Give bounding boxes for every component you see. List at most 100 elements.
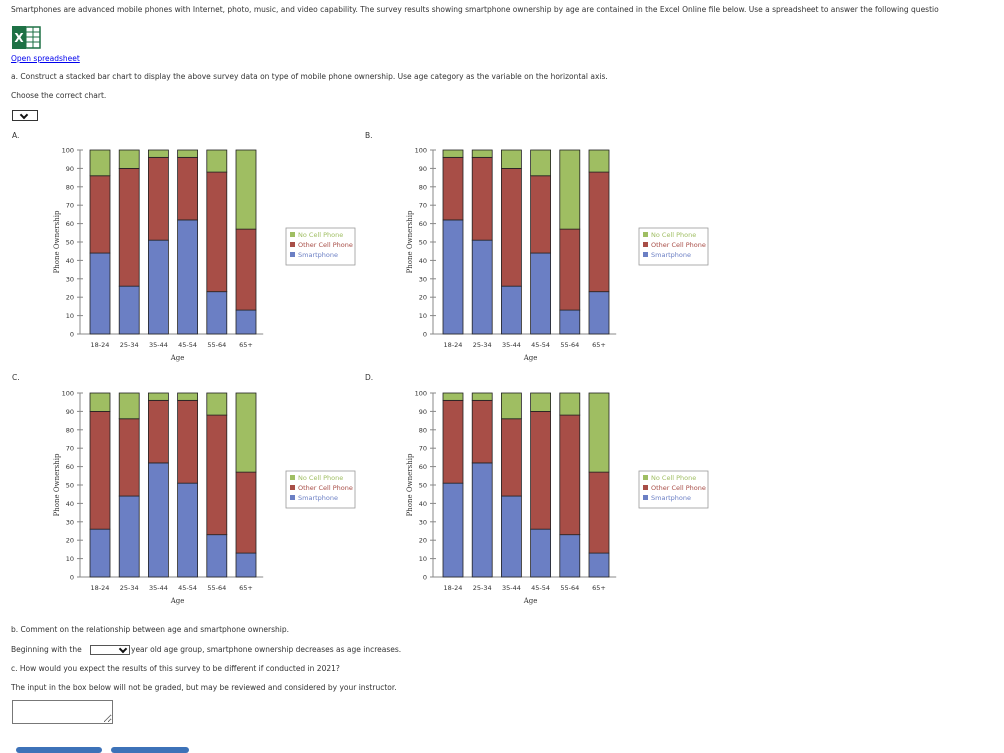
x-tick-label: 55-64: [207, 341, 226, 349]
excel-icon[interactable]: X: [12, 24, 42, 51]
y-tick-label: 30: [419, 518, 427, 526]
bar-smartphone: [235, 552, 257, 578]
option-label-d: D.: [365, 373, 374, 382]
option-label-a: A.: [12, 131, 20, 140]
y-tick-label: 20: [419, 537, 427, 545]
y-tick-label: 10: [66, 312, 74, 320]
legend-swatch: [290, 232, 295, 237]
legend-swatch: [290, 485, 295, 490]
part-a-question: a. Construct a stacked bar chart to disp…: [11, 72, 608, 81]
age-group-dropdown[interactable]: [90, 645, 130, 655]
y-tick-label: 50: [419, 482, 427, 490]
answer-dropdown[interactable]: [12, 110, 38, 121]
y-tick-label: 60: [66, 463, 74, 471]
x-tick-label: 35-44: [149, 584, 168, 592]
submit-button[interactable]: [16, 747, 102, 753]
bar-no-cell-phone: [559, 392, 581, 416]
bar-smartphone: [530, 252, 551, 335]
bar-other-cell-phone: [442, 156, 464, 221]
option-label-b: B.: [365, 131, 373, 140]
part-b-question: b. Comment on the relationship between a…: [11, 625, 289, 634]
bar-no-cell-phone: [148, 392, 169, 401]
bar-no-cell-phone: [530, 149, 551, 177]
bar-other-cell-phone: [89, 175, 111, 254]
bar-smartphone: [559, 309, 581, 335]
response-textarea[interactable]: [12, 700, 113, 724]
bar-other-cell-phone: [177, 156, 198, 221]
bar-other-cell-phone: [559, 414, 581, 536]
legend-entry: No Cell Phone: [298, 231, 343, 239]
x-tick-label: 55-64: [560, 584, 579, 592]
y-tick-label: 30: [66, 275, 74, 283]
legend-entry: Other Cell Phone: [651, 484, 706, 492]
x-axis-label: Age: [523, 354, 538, 362]
y-tick-label: 10: [419, 555, 427, 563]
y-tick-label: 80: [66, 183, 74, 191]
open-spreadsheet-link[interactable]: Open spreadsheet: [11, 54, 80, 63]
legend-box: [285, 227, 356, 266]
y-tick-label: 40: [419, 500, 427, 508]
y-tick-label: 100: [62, 147, 74, 155]
y-axis-label: Phone Ownership: [53, 210, 61, 273]
bar-smartphone: [501, 285, 522, 335]
bar-smartphone: [206, 534, 228, 578]
x-tick-label: 65+: [239, 584, 253, 592]
choose-instruction: Choose the correct chart.: [11, 91, 107, 100]
bar-no-cell-phone: [177, 149, 198, 158]
bar-smartphone: [501, 495, 522, 578]
x-tick-label: 25-34: [120, 584, 139, 592]
y-tick-label: 30: [66, 518, 74, 526]
legend-entry: Smartphone: [298, 494, 338, 502]
y-tick-label: 0: [423, 331, 427, 339]
bar-other-cell-phone: [501, 418, 522, 497]
y-tick-label: 40: [66, 500, 74, 508]
bar-other-cell-phone: [89, 410, 111, 530]
legend-entry: No Cell Phone: [298, 474, 343, 482]
y-tick-label: 50: [66, 482, 74, 490]
bar-no-cell-phone: [471, 149, 493, 158]
bar-other-cell-phone: [206, 414, 228, 536]
bar-smartphone: [442, 219, 464, 335]
x-tick-label: 18-24: [91, 584, 110, 592]
bar-other-cell-phone: [442, 399, 464, 484]
bar-smartphone: [89, 252, 111, 335]
bar-no-cell-phone: [471, 392, 493, 401]
bar-no-cell-phone: [118, 149, 140, 169]
legend-swatch: [643, 485, 648, 490]
bar-smartphone: [148, 239, 169, 335]
bar-no-cell-phone: [89, 392, 111, 412]
bar-no-cell-phone: [148, 149, 169, 158]
x-axis-label: Age: [170, 597, 185, 605]
legend-swatch: [643, 242, 648, 247]
legend-entry: Other Cell Phone: [651, 241, 706, 249]
intro-text: Smartphones are advanced mobile phones w…: [11, 5, 939, 14]
ungraded-note: The input in the box below will not be g…: [11, 683, 397, 692]
bar-smartphone: [588, 552, 610, 578]
x-tick-label: 65+: [592, 341, 606, 349]
bar-smartphone: [177, 482, 198, 578]
legend-entry: Smartphone: [651, 494, 691, 502]
bar-smartphone: [530, 528, 551, 578]
x-tick-label: 35-44: [149, 341, 168, 349]
y-axis-label: Phone Ownership: [406, 453, 414, 516]
chart-option-c: 0 10 20 30 40 50 60 70 80 90 100 Phone Ownership 18-…: [50, 388, 360, 613]
x-tick-label: 45-54: [178, 341, 197, 349]
y-tick-label: 30: [419, 275, 427, 283]
x-tick-label: 35-44: [502, 341, 521, 349]
bar-other-cell-phone: [530, 410, 551, 530]
y-tick-label: 80: [419, 426, 427, 434]
y-tick-label: 90: [419, 408, 427, 416]
bar-smartphone: [118, 495, 140, 578]
legend-box: [638, 470, 709, 509]
bar-other-cell-phone: [148, 399, 169, 464]
y-tick-label: 70: [419, 445, 427, 453]
y-tick-label: 90: [419, 165, 427, 173]
x-tick-label: 65+: [592, 584, 606, 592]
bar-smartphone: [89, 528, 111, 578]
y-tick-label: 60: [66, 220, 74, 228]
bar-no-cell-phone: [442, 392, 464, 401]
part-b-suffix: year old age group, smartphone ownership…: [131, 645, 402, 654]
next-button[interactable]: [111, 747, 189, 753]
x-tick-label: 18-24: [91, 341, 110, 349]
y-tick-label: 50: [419, 239, 427, 247]
